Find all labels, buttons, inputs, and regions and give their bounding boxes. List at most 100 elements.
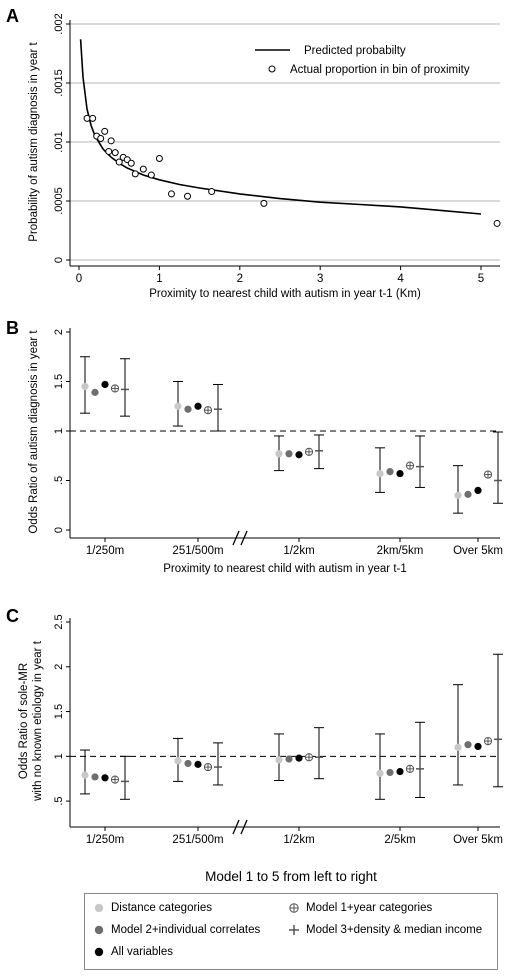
panel-c-category-label: Over 5km bbox=[453, 834, 503, 846]
panel-c-y-tick-label: 1.5 bbox=[53, 704, 65, 719]
panel-a-actual-point bbox=[111, 149, 119, 157]
panel-c-letter: C bbox=[6, 606, 19, 626]
panel-c-point-model-1 bbox=[454, 743, 462, 751]
legend-item-model-1: Model 1+year categories bbox=[288, 902, 432, 914]
legend-item-distance-categories: Distance categories bbox=[93, 902, 212, 914]
panel-a-actual-point bbox=[127, 159, 135, 167]
panel-b-axis-break-mark bbox=[240, 530, 248, 546]
legend-symbol-model-2 bbox=[93, 924, 105, 936]
legend-label-distance-categories: Distance categories bbox=[111, 902, 212, 914]
model-legend: Distance categories Model 1+year categor… bbox=[84, 893, 498, 970]
legend-symbol-model-3 bbox=[288, 924, 300, 936]
panel-b-point-model-3 bbox=[101, 380, 109, 389]
panel-a-actual-point bbox=[83, 114, 91, 122]
panel-c-category-label: 251/500m bbox=[172, 834, 223, 846]
panel-c-point-model-1 bbox=[81, 771, 89, 779]
panel-c-category-label: 1/250m bbox=[86, 834, 124, 846]
panel-a-actual-point bbox=[184, 192, 192, 200]
panel-a-y-tick-label: .0015 bbox=[53, 69, 65, 97]
panel-c-point-model-1 bbox=[275, 756, 283, 764]
panel-b-point-model-3 bbox=[194, 402, 202, 410]
panel-c-point-model-2 bbox=[91, 773, 99, 781]
panel-c-y-tick-label: 2 bbox=[53, 664, 65, 670]
panel-a-actual-point bbox=[208, 188, 216, 196]
legend-label-model-3: Model 3+density & median income bbox=[306, 924, 483, 936]
panel-c-point-model-1 bbox=[174, 757, 182, 765]
panel-c-y-axis-title-line-1: Odds Ratio of sole-MR bbox=[18, 663, 30, 779]
panel-b-point-model-1 bbox=[454, 491, 462, 499]
panel-a-actual-point bbox=[101, 127, 109, 135]
panel-b-category-label: 1/250m bbox=[86, 545, 124, 557]
legend-symbol-distance-categories bbox=[93, 902, 105, 914]
panel-b-x-axis-title: Proximity to nearest child with autism i… bbox=[163, 563, 407, 575]
panel-b-category-label: Over 5km bbox=[453, 545, 503, 557]
panel-a-x-tick-label: 5 bbox=[478, 273, 484, 285]
panel-c-y-tick-label: 1 bbox=[53, 753, 65, 759]
panel-c-point-model-3 bbox=[194, 760, 202, 768]
legend-symbol-all-variables bbox=[93, 946, 105, 958]
panel-a-actual-point bbox=[89, 114, 97, 122]
panel-a-actual-point bbox=[107, 137, 115, 145]
panel-c-category-label: 2/5km bbox=[384, 834, 415, 846]
panel-c-y-tick-label: 2.5 bbox=[53, 614, 65, 629]
panel-c-y-axis-title-line-2: with no known etiology in year t bbox=[32, 640, 44, 802]
legend-symbol-model-1 bbox=[288, 902, 300, 914]
panel-c-point-model-3 bbox=[295, 754, 303, 762]
panel-b-point-model-1 bbox=[174, 402, 182, 410]
panel-a-x-tick-label: 4 bbox=[397, 273, 404, 285]
panel-c-y-tick-label: .5 bbox=[53, 796, 65, 805]
panel-b-y-tick-label: 2 bbox=[53, 329, 65, 335]
panel-b-point-model-2 bbox=[464, 490, 472, 498]
panel-a-legend-label-actual: Actual proportion in bin of proximity bbox=[290, 64, 470, 76]
panel-b-category-label: 251/500m bbox=[172, 545, 223, 557]
panel-a-actual-point bbox=[260, 199, 268, 207]
panel-a-legend-label-predicted: Predicted probabilty bbox=[304, 45, 406, 57]
panel-b-point-model-1 bbox=[376, 469, 384, 478]
panel-a-x-axis-title: Proximity to nearest child with autism i… bbox=[149, 288, 421, 300]
panel-a-x-tick-label: 0 bbox=[76, 273, 82, 285]
panel-c-point-model-2 bbox=[184, 759, 192, 768]
panel-b-point-model-3 bbox=[474, 486, 482, 494]
legend-item-all-variables: All variables bbox=[93, 946, 173, 958]
panel-b-y-tick-label: 0 bbox=[53, 527, 65, 533]
panel-a-actual-point bbox=[105, 147, 113, 155]
panel-b-axis-break-mark bbox=[232, 530, 240, 546]
panel-a-y-axis-title: Probability of autism diagnosis in year … bbox=[28, 41, 40, 241]
legend-label-model-1: Model 1+year categories bbox=[306, 902, 433, 914]
panel-a-actual-point bbox=[155, 155, 163, 163]
panel-b-point-model-1 bbox=[275, 450, 283, 458]
panel-c-axis-break-mark bbox=[232, 819, 240, 835]
panel-b-y-tick-label: 1 bbox=[53, 428, 65, 434]
panel-a-letter: A bbox=[6, 6, 19, 26]
panel-b-category-label: 1/2km bbox=[283, 545, 314, 557]
panel-b-point-model-2 bbox=[285, 450, 293, 458]
panel-a-x-tick-label: 3 bbox=[317, 273, 323, 285]
legend-item-model-3: Model 3+density & median income bbox=[288, 924, 482, 936]
panel-a-y-tick-label: .001 bbox=[53, 131, 65, 152]
panel-a-actual-point bbox=[139, 165, 147, 173]
panel-a-actual-point bbox=[493, 219, 501, 227]
panel-a-y-tick-label: .0005 bbox=[53, 187, 65, 215]
panel-c-point-model-3 bbox=[474, 742, 482, 751]
panel-c-point-model-1 bbox=[376, 769, 384, 777]
legend-item-model-2: Model 2+individual correlates bbox=[93, 924, 260, 936]
panel-b-point-model-2 bbox=[386, 467, 394, 476]
panel-a-actual-point bbox=[147, 171, 155, 179]
panel-c-axis-break-mark bbox=[240, 819, 248, 835]
panel-a-legend-point-symbol bbox=[268, 65, 276, 73]
panel-b-y-tick-label: .5 bbox=[53, 476, 65, 485]
legend-label-model-2: Model 2+individual correlates bbox=[111, 924, 261, 936]
panel-b-category-label: 2km/5km bbox=[377, 545, 424, 557]
panel-b-point-model-3 bbox=[295, 451, 303, 459]
panel-c-point-model-2 bbox=[464, 741, 472, 749]
panel-b-point-model-2 bbox=[184, 405, 192, 413]
panel-b-point-model-3 bbox=[396, 469, 404, 478]
panel-c-point-model-3 bbox=[396, 767, 404, 776]
panel-c-point-model-3 bbox=[101, 774, 109, 782]
panel-b-point-model-2 bbox=[91, 388, 99, 396]
panel-a-x-tick-label: 2 bbox=[237, 273, 243, 285]
panel-b-y-axis-title: Odds Ratio of autism diagnosis in year t bbox=[28, 330, 40, 534]
panel-a-actual-point bbox=[131, 170, 139, 178]
panel-b-point-model-1 bbox=[81, 382, 89, 391]
panel-a-actual-point bbox=[97, 134, 105, 142]
